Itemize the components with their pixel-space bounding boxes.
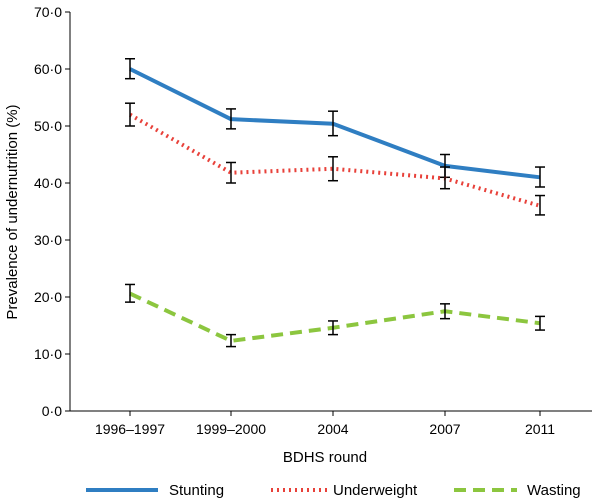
x-tick-label: 2004 [317, 421, 348, 437]
x-axis-title: BDHS round [283, 449, 367, 466]
x-tick-label: 1999–2000 [196, 421, 266, 437]
error-bar-stunting [226, 108, 236, 130]
error-bar-underweight [440, 166, 450, 190]
error-bar-stunting [328, 110, 338, 137]
error-bar-wasting [125, 283, 135, 303]
y-tick-label: 0·0 [42, 403, 62, 419]
legend-label-underweight: Underweight [333, 482, 418, 499]
y-tick-label: 60·0 [34, 61, 62, 77]
error-bar-stunting [535, 166, 545, 188]
legend-item-wasting: Wasting [454, 482, 581, 499]
series-layer [125, 57, 545, 348]
legend-label-stunting: Stunting [169, 482, 224, 499]
legend-label-wasting: Wasting [527, 482, 581, 499]
axes: 0·0 10·0 20·0 30·0 40·0 50·0 60·0 70·0 1996–1997… [34, 4, 592, 437]
y-tick-label: 70·0 [34, 4, 62, 20]
y-tick-label: 30·0 [34, 232, 62, 248]
series-stunting [125, 57, 545, 188]
error-bar-underweight [535, 194, 545, 216]
legend-item-stunting: Stunting [86, 482, 224, 499]
y-tick-label: 40·0 [34, 175, 62, 191]
series-underweight [125, 102, 545, 216]
y-tick-label: 20·0 [34, 289, 62, 305]
legend: Stunting Underweight Wasting [86, 482, 581, 499]
series-line-underweight [129, 112, 541, 208]
x-tick-label: 2011 [525, 421, 555, 437]
error-bar-stunting [125, 57, 135, 80]
x-tick-label: 2007 [429, 421, 460, 437]
y-axis-title: Prevalence of undernutrition (%) [4, 104, 21, 319]
y-tick-label: 10·0 [34, 346, 62, 362]
y-tick-label: 50·0 [34, 118, 62, 134]
series-line-stunting [129, 67, 541, 180]
series-wasting [125, 283, 545, 348]
error-bar-wasting [226, 333, 236, 348]
x-tick-label: 1996–1997 [95, 421, 165, 437]
legend-item-underweight: Underweight [271, 482, 418, 499]
series-line-wasting [129, 291, 541, 343]
